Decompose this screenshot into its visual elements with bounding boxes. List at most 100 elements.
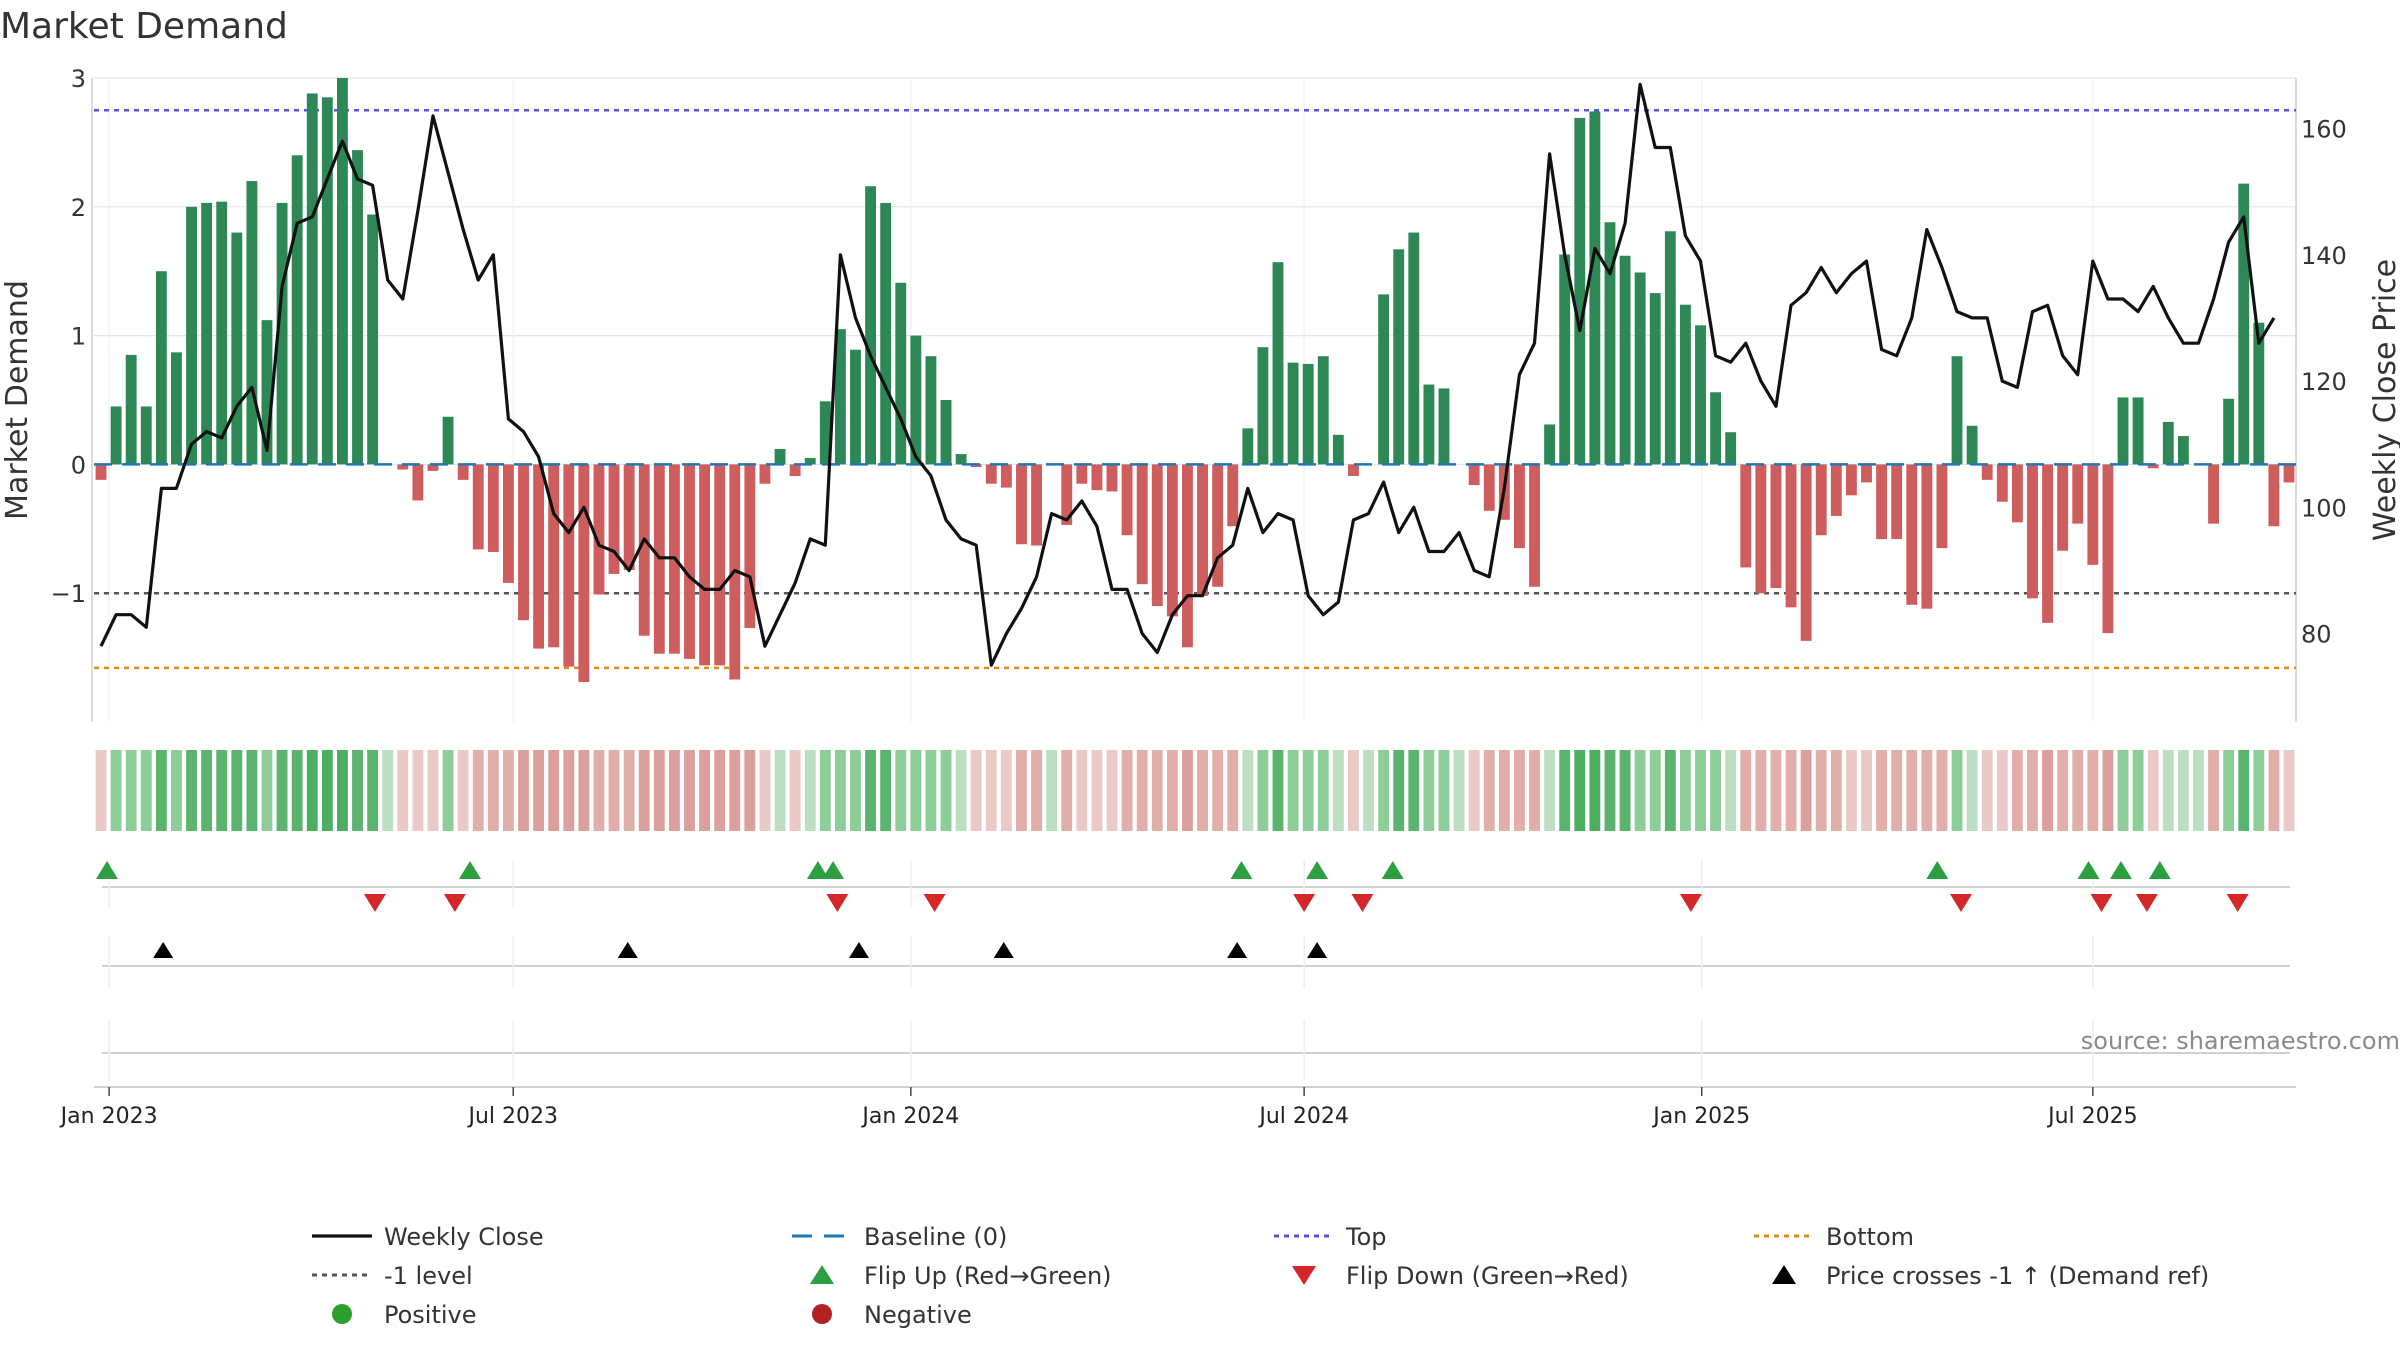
flip-up-marker <box>1230 861 1253 879</box>
heat-strip-cell <box>2283 750 2295 831</box>
heat-strip-cell <box>699 750 711 831</box>
heat-strip-cell <box>1785 750 1797 831</box>
demand-bar <box>412 464 424 501</box>
demand-bar <box>1031 464 1042 546</box>
heat-strip-cell <box>1755 750 1767 831</box>
heat-strip-cell <box>1936 750 1948 831</box>
heat-strip-cell <box>518 750 529 831</box>
demand-bar <box>1287 362 1299 465</box>
demand-bar <box>2223 398 2235 465</box>
demand-bar <box>1468 464 1480 486</box>
heat-strip-cell <box>1393 750 1405 831</box>
heat-strip-cell <box>487 750 499 831</box>
demand-bar <box>925 356 937 465</box>
heat-strip-cell <box>1845 750 1857 831</box>
heat-strip-cell <box>925 750 937 831</box>
heat-strip-cell <box>367 750 379 831</box>
demand-bar <box>1529 464 1540 587</box>
heat-strip-cell <box>1151 750 1163 831</box>
demand-bar <box>1921 464 1933 609</box>
flip-up-marker <box>822 861 845 879</box>
heat-strip-cell <box>1483 750 1495 831</box>
flip-down-marker <box>1950 894 1973 912</box>
demand-bar <box>759 464 771 484</box>
demand-bar <box>563 464 575 667</box>
demand-bar <box>1121 464 1133 536</box>
flip-down-marker <box>443 894 466 912</box>
heat-strip-cell <box>668 750 680 831</box>
demand-bar <box>1136 464 1148 585</box>
heat-strip-cell <box>850 750 861 831</box>
demand-bar <box>321 97 333 465</box>
heat-strip-cell <box>1574 750 1586 831</box>
heat-strip-cell <box>1091 750 1103 831</box>
demand-bar <box>699 464 711 666</box>
demand-bar <box>2132 397 2144 465</box>
demand-bar <box>819 401 831 465</box>
heat-strip-cell <box>1770 750 1782 831</box>
demand-bar <box>1664 231 1676 465</box>
legend-swatch-flip-up <box>810 1265 834 1284</box>
legend-item-positive: Positive <box>332 1301 477 1329</box>
heat-strip-cell <box>1604 750 1616 831</box>
flip-up-marker <box>1381 861 1404 879</box>
demand-bar <box>2057 464 2069 551</box>
legend-item-close: Weekly Close <box>312 1223 544 1251</box>
heat-strip-cell <box>2027 750 2038 831</box>
demand-bar <box>2117 397 2129 465</box>
heat-strip-cell <box>1242 750 1254 831</box>
demand-bar <box>502 464 514 583</box>
demand-bar <box>171 352 182 465</box>
legend-item-minus_one: -1 level <box>312 1262 473 1290</box>
demand-bar <box>1423 384 1435 465</box>
heat-strip-cell <box>2238 750 2250 831</box>
demand-bar <box>246 181 258 465</box>
demand-bar <box>1332 434 1344 465</box>
demand-bar <box>2102 464 2114 634</box>
heat-strip-cell <box>714 750 726 831</box>
demand-bar <box>2283 464 2295 483</box>
heat-strip-cell <box>1876 750 1888 831</box>
demand-bar <box>291 155 303 465</box>
bottom-panel <box>102 1020 2290 1080</box>
legend-item-top: Top <box>1274 1223 1387 1251</box>
heat-strip-cell <box>1589 750 1601 831</box>
heat-strip-cell <box>442 750 454 831</box>
x-tick-label: Jul 2023 <box>466 1104 558 1129</box>
heat-strip-cell <box>186 750 197 831</box>
demand-bar <box>140 406 152 465</box>
demand-bar <box>2011 464 2023 523</box>
heat-strip-cell <box>110 750 122 831</box>
heat-strip-cell <box>819 750 831 831</box>
demand-bar <box>774 448 786 465</box>
demand-bar <box>1182 464 1193 648</box>
demand-bar <box>457 464 469 480</box>
heat-strip-cell <box>1725 750 1737 831</box>
demand-bar <box>472 464 484 550</box>
demand-bar <box>608 464 620 574</box>
demand-bar <box>1091 464 1103 491</box>
legend-item-bottom: Bottom <box>1754 1223 1914 1251</box>
demand-bar <box>623 464 635 571</box>
heat-strip-cell <box>578 750 590 831</box>
heat-strip-cell <box>201 750 213 831</box>
demand-bar <box>1830 464 1842 516</box>
heat-strip-cell <box>2087 750 2099 831</box>
heat-strip-cell <box>1438 750 1450 831</box>
heat-strip-cell <box>352 750 363 831</box>
flip-up-marker <box>95 861 118 879</box>
legend-label: -1 level <box>384 1262 473 1290</box>
demand-bar <box>1513 464 1525 549</box>
heat-strip-cell <box>1679 750 1691 831</box>
demand-bar <box>1679 304 1691 465</box>
heat-strip-cell <box>1800 750 1812 831</box>
demand-bar <box>850 349 861 465</box>
heat-strip-cell <box>171 750 182 831</box>
legend-label: Top <box>1345 1223 1387 1251</box>
demand-bar <box>1257 347 1269 465</box>
right-tick-label: 80 <box>2301 621 2332 649</box>
demand-bar <box>2072 464 2084 524</box>
heat-strip-cell <box>1378 750 1390 831</box>
legend-swatch-price-cross <box>1772 1265 1796 1284</box>
heat-strip-cell <box>653 750 665 831</box>
